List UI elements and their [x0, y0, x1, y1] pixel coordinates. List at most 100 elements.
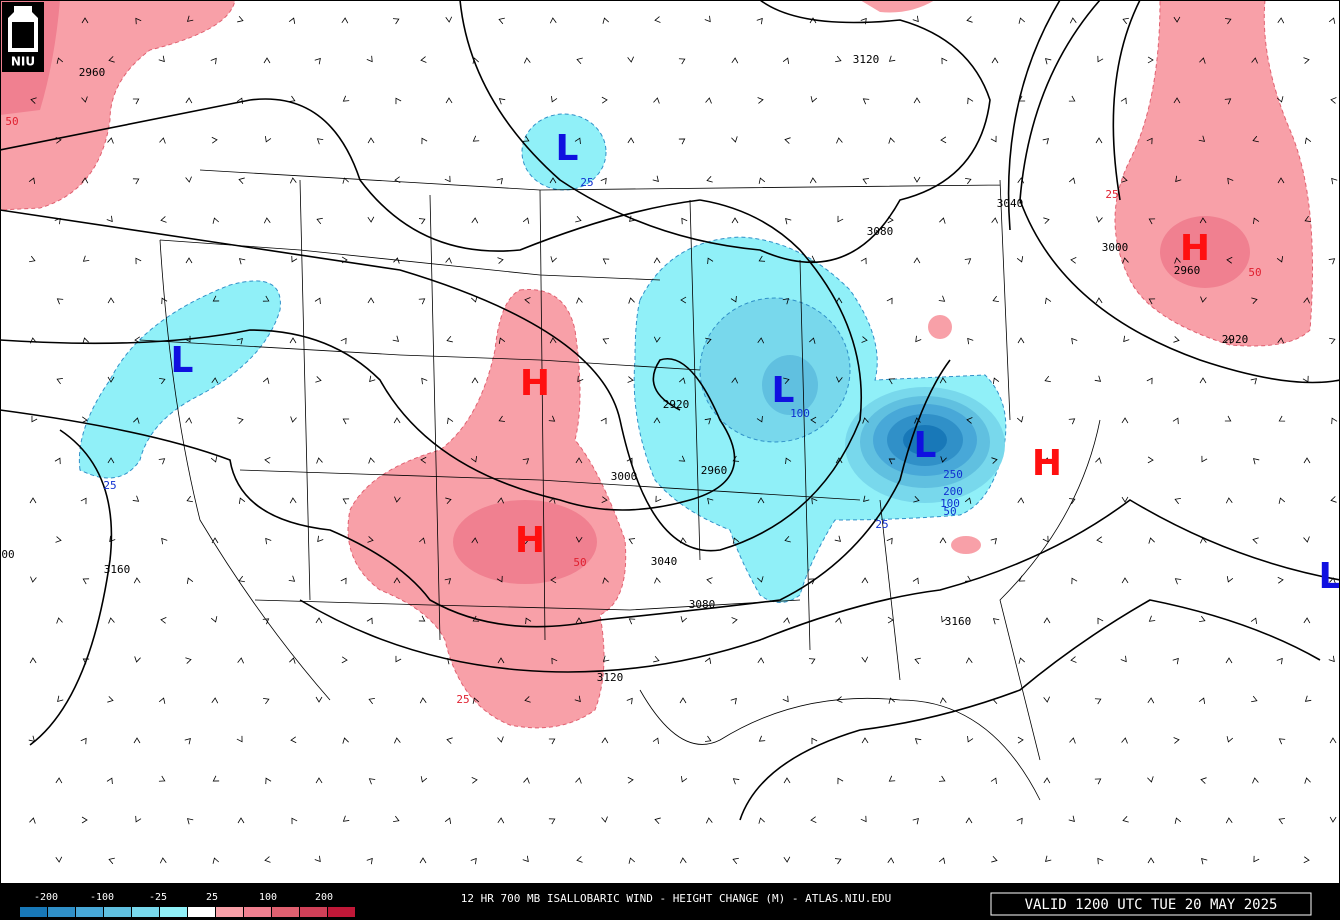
wind-arrow [860, 17, 867, 25]
wind-arrow [1095, 137, 1103, 144]
wind-arrow [1122, 257, 1129, 264]
wind-arrow [315, 777, 323, 784]
wind-arrow [366, 55, 373, 63]
wind-arrow [888, 775, 896, 782]
wind-arrow [704, 418, 712, 425]
wind-arrow [1175, 175, 1182, 183]
wind-arrow [314, 297, 321, 305]
wind-arrow [1043, 617, 1051, 624]
wind-arrow [342, 737, 349, 744]
wind-arrow [913, 257, 921, 264]
wind-arrow [55, 136, 62, 144]
wind-arrow [1200, 777, 1207, 784]
wind-arrow [913, 176, 921, 183]
wind-arrow [886, 297, 893, 305]
wind-arrow [888, 697, 895, 704]
wind-arrow [1278, 415, 1286, 422]
colorbar-label: 25 [206, 892, 218, 903]
wind-arrow [808, 658, 816, 665]
wind-arrow [288, 17, 296, 24]
wind-arrow [1224, 415, 1232, 422]
wind-arrow [158, 55, 165, 63]
wind-arrow [158, 697, 166, 704]
wind-arrow [1042, 138, 1049, 145]
contour-label: 50 [573, 556, 586, 569]
wind-arrow [82, 578, 90, 585]
wind-arrow [758, 255, 766, 262]
wind-arrow [654, 817, 661, 824]
wind-arrow [1120, 97, 1127, 105]
wind-arrow [1199, 377, 1207, 384]
wind-arrow [524, 297, 531, 304]
wind-arrow [55, 536, 62, 543]
wind-arrow [316, 457, 323, 464]
wind-arrow [263, 217, 271, 224]
wind-arrow [420, 56, 427, 63]
wind-arrow [550, 256, 557, 263]
wind-arrow [161, 297, 168, 305]
wind-arrow [1120, 655, 1127, 663]
wind-arrow [1173, 737, 1180, 744]
wind-arrow [757, 576, 764, 583]
wind-arrow [550, 576, 557, 584]
contour-label: 3080 [689, 598, 716, 611]
contour-label: 2960 [1174, 264, 1201, 277]
wind-arrow [263, 57, 271, 64]
wind-arrow [782, 695, 789, 703]
wind-arrow [551, 657, 558, 665]
wind-arrow [678, 455, 686, 462]
wind-arrow [681, 776, 688, 783]
wind-arrow [551, 95, 558, 103]
wind-arrow [210, 57, 217, 65]
wind-arrow [107, 376, 115, 383]
wind-arrow [159, 137, 166, 144]
wind-arrow [941, 615, 948, 623]
wind-arrow [757, 337, 765, 344]
contour-label: 100 [790, 407, 810, 420]
wind-arrow [782, 57, 790, 64]
wind-arrow [211, 697, 219, 704]
wind-arrow [731, 217, 739, 224]
wind-arrow [835, 55, 842, 63]
wind-arrow [1252, 537, 1259, 544]
wind-arrow [445, 257, 452, 264]
wind-arrow [1121, 176, 1128, 183]
wind-arrow [133, 417, 140, 424]
wind-arrow [289, 177, 297, 184]
wind-arrow [107, 457, 115, 464]
wind-arrow [862, 98, 870, 105]
wind-arrow [158, 458, 166, 465]
wind-arrow [1173, 336, 1180, 343]
wind-arrow [1122, 816, 1129, 823]
wind-arrow [289, 497, 297, 504]
wind-arrow [602, 17, 609, 24]
wind-arrow [732, 778, 740, 785]
wind-arrow [366, 617, 373, 625]
wind-arrow [811, 737, 818, 745]
colorbar-swatch [188, 907, 215, 917]
wind-arrow [837, 777, 844, 785]
wind-arrow [888, 458, 896, 465]
wind-arrow [939, 697, 947, 704]
wind-arrow [55, 856, 63, 863]
wind-arrow [575, 536, 583, 543]
colorbar-swatch [272, 907, 299, 917]
wind-arrow [912, 15, 919, 23]
wind-arrow [1146, 137, 1153, 145]
wind-arrow [1017, 177, 1025, 184]
wind-arrow [964, 258, 972, 265]
wind-arrow [548, 415, 556, 422]
wind-arrow [29, 657, 37, 664]
wind-arrow [1173, 97, 1181, 104]
wind-arrow [601, 96, 608, 104]
wind-arrow [1097, 857, 1104, 865]
wind-arrow [653, 257, 661, 264]
wind-arrow [705, 817, 713, 824]
wind-arrow [938, 857, 946, 864]
wind-arrow [212, 217, 220, 224]
wind-arrow [1042, 535, 1049, 543]
wind-arrow [1172, 417, 1179, 425]
wind-arrow [109, 535, 116, 543]
contour-label: 200 [943, 485, 963, 498]
wind-arrow [184, 335, 191, 343]
